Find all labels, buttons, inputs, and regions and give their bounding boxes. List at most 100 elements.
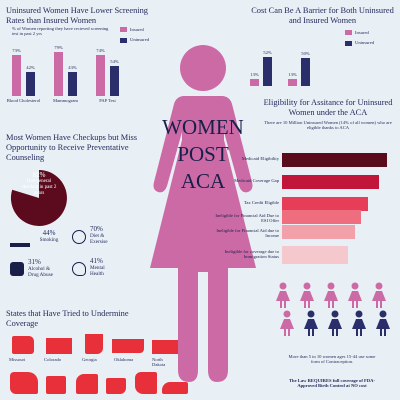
legend-uninsured-label: Uninsured [355, 40, 375, 46]
eligibility-bar [282, 210, 362, 224]
state-shape-1 [10, 372, 38, 394]
bar-value-label: 54% [110, 58, 119, 64]
cost-legend: Insured Uninsured [345, 30, 400, 46]
head-icon [72, 262, 86, 276]
legend-swatch-uninsured [345, 40, 352, 46]
eligibility-row-label: Tax Credit Eligible [243, 200, 279, 205]
states-title: States that Have Tried to Undermine Cove… [6, 309, 129, 328]
woman-icon [328, 310, 342, 336]
center-line-2: POST [177, 142, 229, 166]
pie-label: 82% Had general checkup in past 2 years [18, 171, 60, 197]
mental-label: Mental Health [90, 265, 105, 278]
bar-value-label: 13% [250, 71, 259, 77]
bar-insured [12, 55, 21, 96]
alcohol-stat: 31% Alcohol & Drug Abuse [28, 258, 73, 278]
screening-legend: Insured Uninsured [120, 27, 180, 43]
screening-subtitle: % of Women reporting they have recieved … [12, 26, 109, 37]
state-shape-colorado [46, 338, 72, 354]
diet-stat: 70% Diet & Exersise [90, 225, 130, 245]
women-icons-row [276, 282, 390, 336]
legend-swatch-insured [345, 30, 352, 36]
state-shape-north-dakota [152, 340, 178, 354]
state-shape-4 [106, 378, 126, 394]
cost-chart: 13% 52% 13% 50% [250, 30, 350, 86]
legend-uninsured-label: Uninsured [130, 37, 150, 43]
center-line-3: ACA [180, 169, 226, 193]
bar-value-label: 43% [68, 64, 77, 70]
legend-insured-label: Insured [130, 27, 144, 32]
state-label-colorado: Colorado [44, 357, 62, 362]
eligibility-bar [282, 175, 379, 189]
checkups-title: Most Women Have Checkups but Miss Opport… [6, 133, 138, 162]
apple-icon [72, 230, 86, 244]
pie-pct: 82% [32, 171, 46, 179]
eligibility-row-label: Medicaid Coverage Gap [234, 178, 279, 183]
legend-insured-label: Insured [355, 30, 369, 35]
eligibility-bar [282, 197, 368, 211]
state-label-missouri: Missouri [9, 357, 26, 362]
bar-insured [96, 54, 105, 96]
bar-value-label: 79% [54, 44, 63, 50]
pie-slice-checkup [10, 170, 67, 226]
state-label-oklahoma: Oklahoma [114, 357, 134, 362]
state-shape-3 [76, 374, 98, 394]
legend-swatch-insured [120, 27, 127, 33]
bar-value-label: 73% [12, 48, 21, 54]
diet-label: Diet & Exersise [90, 233, 108, 246]
state-shape-5 [135, 372, 157, 394]
eligibility-row-label: Ineligible for coverage due to Immigrati… [224, 249, 279, 260]
eligibility-title: Eligibility for Assitance for Uninsured … [263, 98, 393, 117]
screening-title: Uninsured Women Have Lower Screening Rat… [6, 6, 148, 25]
woman-icon [348, 282, 362, 308]
mental-stat: 41% Mental Health [90, 257, 130, 277]
center-line-1: WOMEN [162, 115, 244, 139]
category-label: Mammogram [52, 98, 78, 103]
alcohol-pct: 31% [28, 258, 41, 266]
screening-chart: 73% 42% Blood Cholesterol 79% 43% Mammogram 74… [7, 40, 142, 103]
state-shape-2 [46, 376, 66, 394]
center-title: WOMEN POST ACA [148, 114, 258, 195]
alcohol-icon [10, 262, 24, 276]
legend-swatch-uninsured [120, 37, 127, 43]
woman-icon [324, 282, 338, 308]
state-shape-missouri [12, 336, 34, 354]
eligibility-row-label: Medicaid Eligibility [241, 156, 279, 161]
state-label-north-dakota: North Dakota [152, 357, 166, 368]
woman-icon [372, 282, 386, 308]
contraception-text: More than 5 in 10 women ages 15-44 use s… [288, 354, 376, 365]
state-shape-georgia [85, 334, 103, 354]
woman-icon [276, 282, 290, 308]
category-label: PAP Test [99, 98, 116, 103]
bar-uninsured [26, 72, 35, 96]
state-shape-oklahoma [112, 339, 144, 353]
bar-value-label: 13% [288, 71, 297, 77]
eligibility-bar [282, 225, 355, 239]
bar-value-label: 52% [263, 49, 272, 55]
woman-icon [304, 310, 318, 336]
woman-icon [280, 310, 294, 336]
bar-insured [54, 51, 63, 96]
cost-title: Cost Can Be A Barrier for Both Uninsured… [251, 6, 394, 25]
bar-value-label: 42% [26, 65, 35, 71]
smoking-label: Smoking [39, 237, 59, 243]
bar-uninsured [263, 56, 272, 86]
alcohol-label: Alcohol & Drug Abuse [28, 266, 53, 279]
woman-icon [376, 310, 390, 336]
bar-uninsured [68, 71, 77, 96]
bar-insured [250, 78, 259, 86]
checkup-pie-chart [10, 170, 67, 226]
diet-pct: 70% [90, 225, 103, 233]
category-label: Blood Cholesterol [6, 98, 41, 103]
contraception-bold: The Law REQUIRES full coverage of FDA-Ap… [288, 378, 375, 389]
woman-icon [352, 310, 366, 336]
smoking-stat: 44% Smoking [34, 229, 64, 243]
eligibility-bar [282, 153, 387, 167]
mental-pct: 41% [90, 257, 103, 265]
bar-insured [288, 78, 297, 86]
bar-value-label: 50% [301, 51, 310, 56]
eligibility-row-label: Ineligible for Financial Aid Due to ESI … [215, 213, 279, 224]
bar-uninsured [301, 58, 310, 86]
eligibility-subtitle: There are 10 Million Uninsured Women (14… [264, 120, 392, 131]
eligibility-row-label: Ineligible for Financial Aid due to Inco… [216, 228, 279, 239]
woman-icon [300, 282, 314, 308]
